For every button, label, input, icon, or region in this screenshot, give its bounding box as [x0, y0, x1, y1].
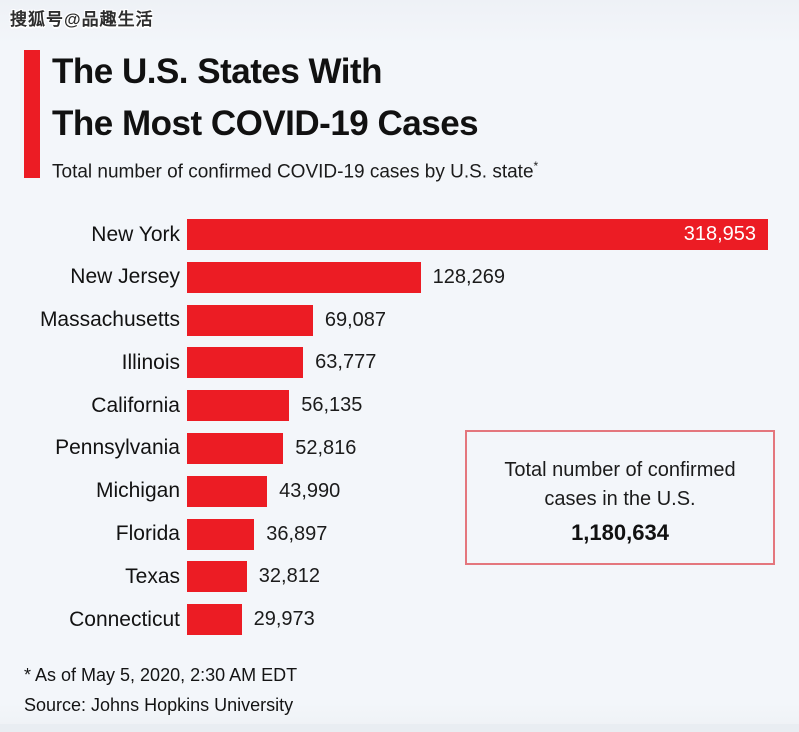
bar-label: California: [91, 393, 180, 417]
bar-label: Pennsylvania: [55, 436, 180, 460]
chart-title-line1: The U.S. States With: [52, 52, 383, 91]
bottom-edge-strip: [0, 724, 799, 732]
bar-label: Connecticut: [69, 607, 180, 631]
bar-row: Michigan 43,990: [0, 475, 799, 507]
chart-subtitle: Total number of confirmed COVID-19 cases…: [52, 159, 539, 183]
bar-track: 43,990: [187, 475, 341, 507]
bar-label: New York: [91, 222, 180, 246]
bar: [187, 432, 284, 464]
bar-label: Michigan: [95, 479, 180, 503]
bar-row: Connecticut 29,973: [0, 604, 799, 636]
bar: 318,953: [187, 219, 768, 250]
chart-title-line2: The Most COVID-19 Cases: [52, 104, 479, 143]
total-cases-label-line1: Total number of confirmed: [504, 459, 736, 481]
total-cases-box: Total number of confirmed cases in the U…: [465, 430, 775, 565]
chart-title: The U.S. States With The Most COVID-19 C…: [52, 46, 538, 150]
bar-track: 36,897: [187, 518, 328, 550]
bar: [187, 561, 247, 593]
bar-track: 318,953: [187, 219, 768, 250]
bar-track: 32,812: [187, 561, 320, 593]
bar-row: Illinois 63,777: [0, 347, 799, 379]
bar: [187, 518, 255, 550]
bar-value: 56,135: [301, 394, 363, 417]
bar-label: Massachusetts: [39, 308, 180, 332]
bar-track: 69,087: [187, 304, 387, 336]
bar-row: New Jersey 128,269: [0, 261, 799, 293]
bar-row: California 56,135: [0, 390, 799, 422]
bar-row: Pennsylvania 52,816: [0, 432, 799, 464]
bar-value: 43,990: [279, 479, 341, 502]
bar-track: 63,777: [187, 347, 377, 379]
bar-track: 52,816: [187, 432, 357, 464]
bar-value: 32,812: [258, 565, 320, 588]
footnote-marker: *: [533, 159, 539, 173]
bar-track: 56,135: [187, 390, 363, 422]
chart-header: The U.S. States With The Most COVID-19 C…: [24, 46, 538, 183]
bar-value: 63,777: [315, 351, 377, 374]
bar: [187, 604, 242, 636]
bar: [187, 475, 268, 507]
bar-value: 29,973: [253, 608, 315, 631]
bar-value: 128,269: [432, 265, 505, 288]
source-text: Source: Johns Hopkins University: [24, 695, 294, 715]
watermark-text: 搜狐号@品趣生活: [10, 10, 154, 29]
bar-row: Massachusetts 69,087: [0, 304, 799, 336]
bar-value: 318,953: [683, 223, 756, 245]
bar-track: 128,269: [187, 261, 505, 293]
bar-label: New Jersey: [70, 265, 180, 289]
bar-row: New York 318,953: [0, 219, 799, 250]
title-accent-bar: [24, 50, 40, 178]
bar-value: 36,897: [266, 522, 328, 545]
footnote-text: * As of May 5, 2020, 2:30 AM EDT: [24, 665, 298, 685]
bar-row: Texas 32,812: [0, 561, 799, 593]
bar-value: 52,816: [295, 436, 357, 459]
chart-footer: * As of May 5, 2020, 2:30 AM EDT Source:…: [24, 660, 297, 720]
bar-chart: New York 318,953 New Jersey 128,269 Massachu…: [0, 219, 799, 647]
bar: [187, 390, 290, 422]
bar-value: 69,087: [324, 308, 387, 331]
bar: [187, 261, 421, 293]
bar-label: Florida: [115, 522, 180, 546]
bar-row: Florida 36,897: [0, 518, 799, 550]
bar-track: 29,973: [187, 604, 315, 636]
bar: [187, 347, 304, 379]
bar-label: Illinois: [121, 350, 180, 374]
bar: [187, 304, 313, 336]
total-cases-label-line2: cases in the U.S.: [544, 488, 696, 510]
total-cases-value: 1,180,634: [571, 520, 669, 545]
bar-label: Texas: [125, 564, 180, 588]
